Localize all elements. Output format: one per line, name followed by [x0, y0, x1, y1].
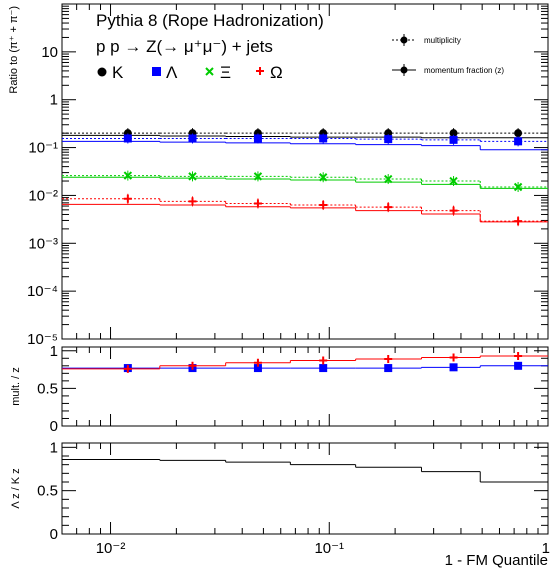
x-axis-label: 1 - FM Quantile	[445, 552, 548, 569]
data-point-plus	[319, 201, 328, 210]
ratio-point-square	[514, 361, 523, 370]
y-axis-label-bot: Λ z / K z	[10, 468, 22, 508]
y-tick-label-mid: 0.5	[37, 380, 58, 397]
data-point-plus	[123, 194, 132, 203]
y-tick-label: 1	[50, 92, 58, 109]
ratio-point-plus	[449, 353, 458, 362]
data-point-square	[188, 134, 197, 143]
data-point-x	[188, 172, 197, 181]
y-tick-label-bot: 0.5	[37, 483, 58, 500]
x-tick-label: 10⁻²	[96, 540, 126, 557]
legend-species-label: K	[112, 63, 124, 82]
legend-marker	[400, 66, 408, 74]
y-tick-label: 10⁻⁴	[27, 283, 58, 300]
ratio-point-plus	[319, 356, 328, 365]
legend-marker-k	[97, 67, 107, 77]
y-tick-label: 10	[41, 44, 58, 61]
legend-marker-lambda	[152, 67, 161, 76]
data-point-square	[384, 135, 393, 144]
data-point-x	[123, 171, 133, 180]
x-tick-label: 1	[542, 540, 550, 557]
legend-species-label: Λ	[166, 63, 178, 82]
legend-marker-xi	[205, 67, 214, 76]
ratio-point-square	[253, 364, 262, 373]
plot-frame-main	[61, 3, 549, 340]
y-tick-label: 10⁻³	[28, 235, 58, 252]
y-tick-label-bot: 0	[50, 526, 58, 543]
legend-species-label: Ω	[270, 63, 283, 82]
legend-marker-omega	[256, 67, 264, 75]
data-point-circle	[514, 129, 523, 138]
y-tick-label-bot: 1	[50, 439, 58, 456]
data-point-x	[384, 174, 393, 184]
data-point-square	[123, 134, 132, 143]
legend-style-label: multiplicity	[424, 36, 461, 45]
data-point-x	[253, 172, 263, 181]
data-point-plus	[449, 206, 458, 215]
y-tick-label-mid: 0	[50, 418, 58, 435]
x-tick-label: 10⁻¹	[314, 540, 344, 557]
y-axis-label: Ratio to (π⁺ + π⁻)	[8, 6, 20, 94]
data-point-x	[513, 182, 523, 192]
ratio-point-square	[449, 363, 458, 372]
data-point-plus	[514, 217, 523, 226]
data-point-plus	[384, 203, 393, 212]
y-tick-label: 10⁻²	[28, 187, 58, 204]
ratio-point-plus	[514, 352, 523, 361]
ratio-point-plus	[384, 355, 393, 364]
legend-style-label: momentum fraction (z)	[424, 66, 504, 75]
y-axis-label-mid: mult. / z	[10, 367, 22, 406]
data-point-square	[319, 134, 328, 143]
legend-species-label: Ξ	[220, 63, 231, 82]
y-tick-label: 10⁻⁵	[27, 331, 58, 348]
data-point-circle	[449, 129, 458, 138]
data-point-plus	[188, 197, 197, 206]
ratio-point-square	[384, 364, 393, 373]
plot-frame-mid	[61, 346, 549, 427]
ratio-point-square	[319, 364, 328, 373]
plot-frame-bot	[61, 442, 549, 535]
chart-title: Pythia 8 (Rope Hadronization)	[96, 11, 324, 30]
data-point-square	[449, 135, 458, 144]
data-point-square	[253, 134, 262, 143]
ratio-point-plus	[123, 364, 132, 373]
y-tick-label: 10⁻¹	[28, 140, 58, 157]
ratio-point-plus	[253, 358, 262, 367]
data-point-square	[514, 137, 523, 146]
legend-marker	[400, 36, 408, 44]
data-point-plus	[253, 199, 262, 208]
y-tick-label-mid: 1	[50, 343, 58, 360]
data-point-x	[449, 176, 458, 186]
chart-subtitle: p p → Z(→ μ⁺μ⁻) + jets	[96, 37, 273, 56]
data-point-x	[318, 173, 328, 182]
ratio-point-plus	[188, 361, 197, 370]
